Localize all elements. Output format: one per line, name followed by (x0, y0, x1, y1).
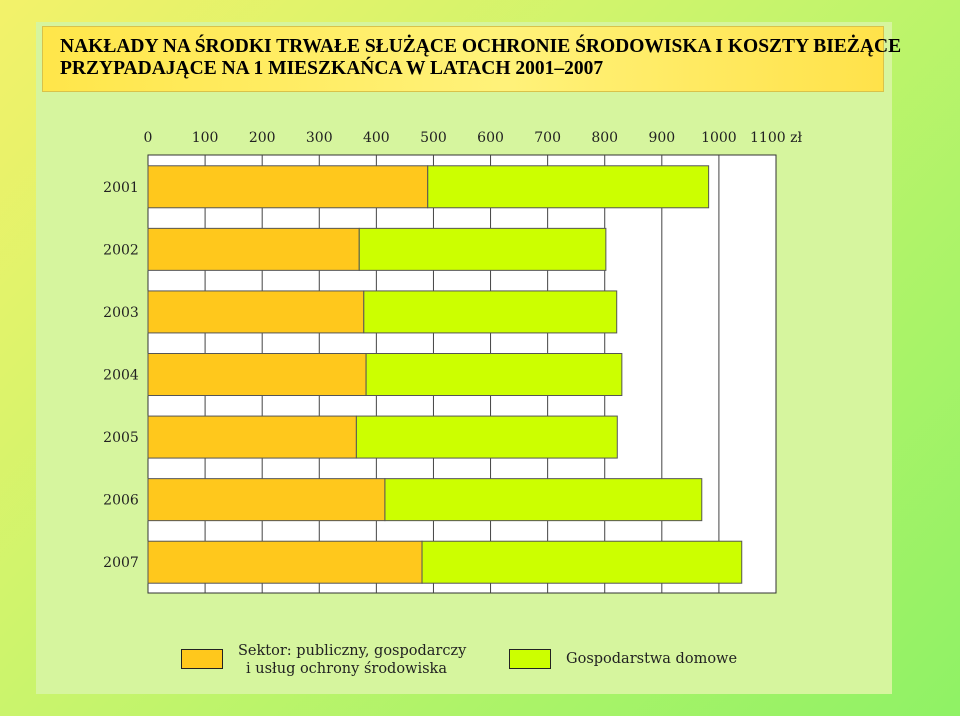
bar-2002-sector (147, 227, 360, 271)
x-tick-label: 400 (363, 130, 390, 146)
title-box (42, 26, 884, 92)
legend-swatch-sector (181, 649, 223, 669)
legend-swatch-households (509, 649, 551, 669)
bar-2006-sector (147, 478, 386, 522)
x-tick-label: 700 (534, 130, 561, 146)
bar-2006-households (384, 478, 703, 522)
bar-2005-sector (147, 415, 357, 459)
x-tick-label: 100 (192, 130, 219, 146)
x-tick-label: 300 (306, 130, 333, 146)
y-category-label: 2003 (103, 305, 139, 321)
x-tick-label: 1000 (701, 130, 737, 146)
y-category-label: 2007 (103, 555, 139, 571)
legend-label-households: Gospodarstwa domowe (566, 651, 738, 667)
x-tick-label: 200 (249, 130, 276, 146)
bar-2004-households (365, 353, 623, 396)
bar-2003-households (363, 290, 618, 334)
bar-2007-households (421, 540, 743, 584)
y-category-label: 2002 (103, 242, 139, 258)
x-tick-label: 1100 zł (750, 130, 802, 146)
x-tick-label: 500 (420, 130, 447, 146)
y-category-label: 2004 (103, 368, 139, 384)
x-tick-label: 800 (591, 130, 618, 146)
y-category-label: 2005 (103, 430, 139, 446)
legend-label-sector-line-1: Sektor: publiczny, gospodarczy (238, 643, 467, 659)
x-tick-label: 600 (477, 130, 504, 146)
bar-2002-households (358, 227, 607, 271)
bar-2004-sector (147, 353, 367, 396)
bar-2003-sector (147, 290, 365, 334)
y-category-label: 2001 (103, 180, 139, 196)
bar-2001-households (427, 165, 710, 209)
x-tick-label: 0 (144, 130, 153, 146)
bar-2005-households (355, 415, 618, 459)
chart-title-line-2: PRZYPADAJĄCE NA 1 MIESZKAŃCA W LATACH 20… (60, 58, 604, 79)
chart-title-line-1: NAKŁADY NA ŚRODKI TRWAŁE SŁUŻĄCE OCHRONI… (60, 36, 902, 57)
bar-2007-sector (147, 540, 423, 584)
y-category-label: 2006 (103, 493, 139, 509)
x-tick-label: 900 (648, 130, 675, 146)
legend-label-sector-line-2: i usług ochrony środowiska (246, 661, 447, 677)
bar-2001-sector (147, 165, 429, 209)
